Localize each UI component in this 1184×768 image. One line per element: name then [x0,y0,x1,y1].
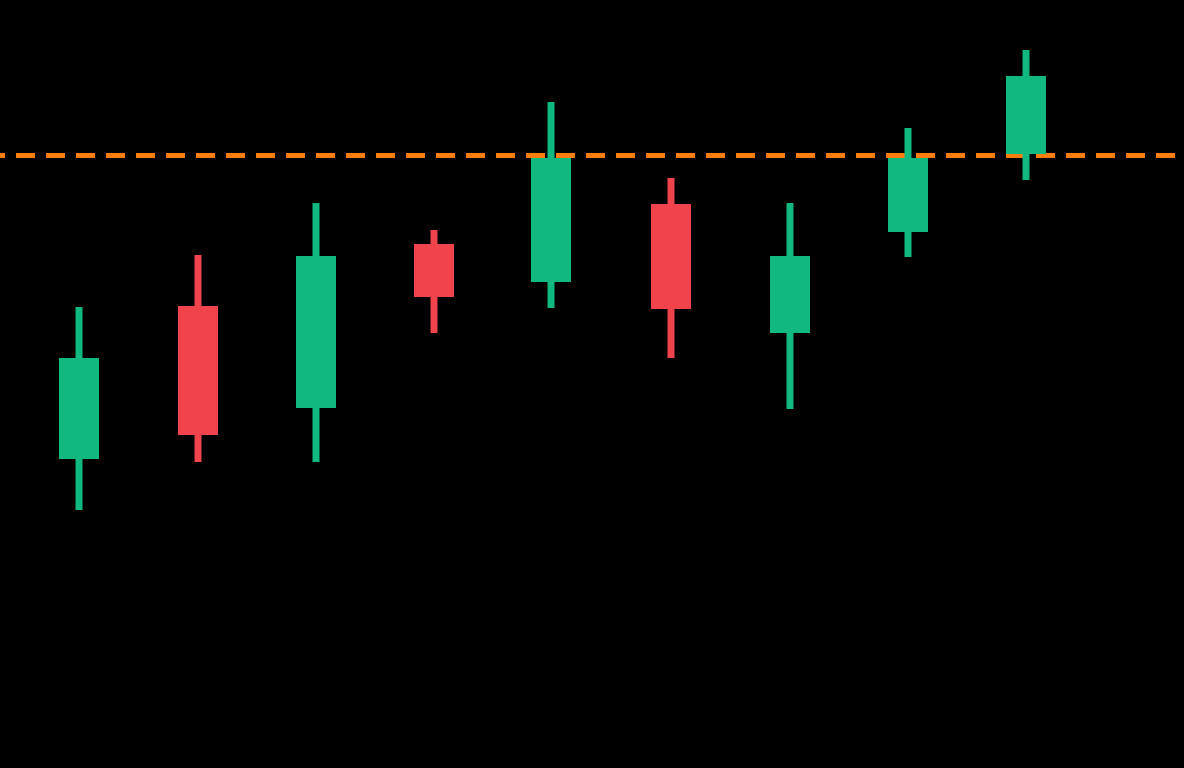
candle-body [178,306,218,435]
candle-1-up [59,307,99,510]
candle-7-up [770,203,810,409]
candle-body [414,244,454,297]
candle-3-up [296,203,336,462]
candle-body [770,256,810,333]
candle-body [651,204,691,309]
candle-9-up [1006,50,1046,180]
candle-2-down [178,255,218,462]
candle-body [531,158,571,282]
candle-body [59,358,99,459]
candle-6-down [651,178,691,358]
candle-body [888,158,928,232]
candle-5-up [531,102,571,308]
candle-body [1006,76,1046,154]
candle-body [296,256,336,408]
candle-4-down [414,230,454,333]
candle-8-up [888,128,928,257]
